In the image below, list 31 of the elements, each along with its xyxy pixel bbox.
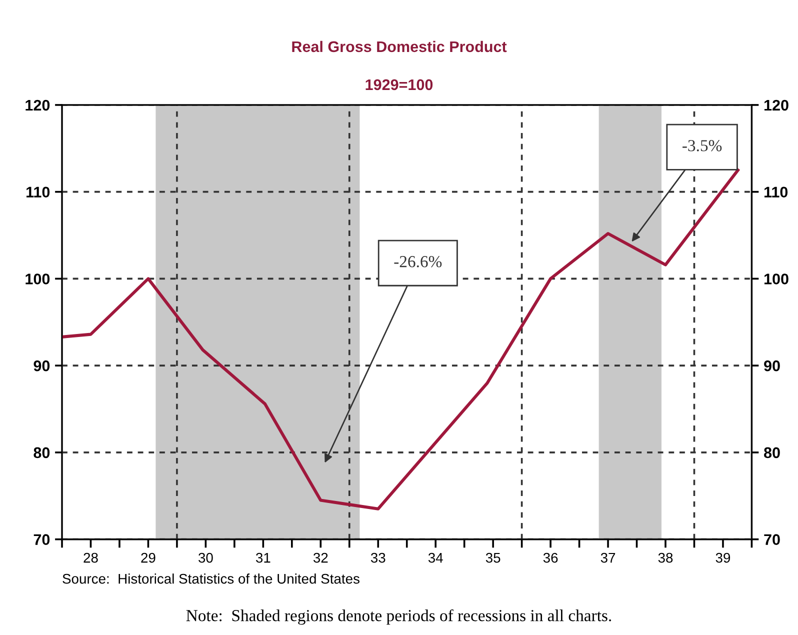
y-tick-label: 120 — [26, 100, 50, 111]
chart-subtitle: 1929=100 — [366, 79, 433, 90]
y2-tick-label: 70 — [764, 534, 780, 545]
x-tick-label: 31 — [256, 552, 270, 563]
y-tick-label: 110 — [26, 186, 50, 198]
line-series — [62, 168, 740, 510]
annotation: -26.6% — [394, 256, 442, 268]
annotation: -3.5% — [682, 140, 722, 152]
y-tick-label: 100 — [26, 274, 50, 284]
y2-tick-label: 120 — [764, 100, 788, 111]
x-tick-label: 29 — [141, 552, 156, 563]
x-tick-label: 30 — [198, 552, 213, 563]
y2-tick-label: 110 — [764, 186, 788, 198]
y2-tick-label: 100 — [764, 274, 788, 284]
y2-tick-label: 90 — [764, 360, 780, 372]
y-tick-label: 70 — [34, 534, 50, 545]
x-tick-label: 38 — [658, 552, 673, 563]
text: Note: Shaded regions denote periods of recessions in all charts. — [186, 609, 612, 625]
y-tick-label: 80 — [34, 447, 50, 458]
x-tick-label: 33 — [370, 552, 386, 563]
source-note: Source: Historical Statistics of the United States — [62, 574, 360, 584]
y2-tick-label: 80 — [764, 447, 780, 458]
x-tick-label: 28 — [84, 552, 98, 563]
x-tick-label: 35 — [486, 552, 500, 563]
y-tick-label: 90 — [34, 360, 50, 372]
x-tick-label: 39 — [716, 552, 730, 563]
chart-title: Real Gross Domestic Product — [292, 40, 507, 52]
x-tick-label: 36 — [543, 552, 558, 563]
x-tick-label: 34 — [428, 552, 443, 563]
x-tick-label: 37 — [600, 552, 616, 563]
x-tick-label: 32 — [313, 552, 328, 563]
